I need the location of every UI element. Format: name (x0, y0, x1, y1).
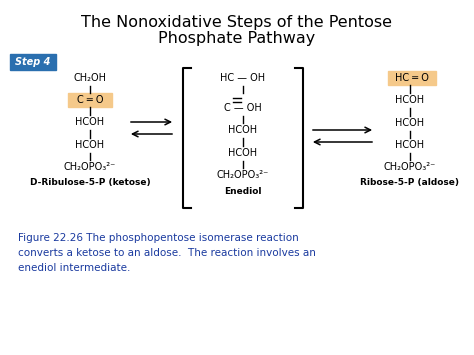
Bar (10, 54, 56, 70)
Text: C — OH: C — OH (224, 103, 262, 113)
Text: HCOH: HCOH (395, 95, 425, 105)
Text: C ═ O: C ═ O (77, 95, 103, 105)
Text: Phosphate Pathway: Phosphate Pathway (158, 31, 316, 46)
Text: Step 4: Step 4 (15, 57, 51, 67)
Text: CH₂OPO₃²⁻: CH₂OPO₃²⁻ (384, 162, 436, 172)
Text: HCOH: HCOH (75, 140, 105, 150)
Text: CH₂OPO₃²⁻: CH₂OPO₃²⁻ (64, 162, 116, 172)
Bar (388, 71, 436, 85)
Text: HCOH: HCOH (395, 118, 425, 128)
Text: HCOH: HCOH (395, 140, 425, 150)
Text: D-Ribulose-5-P (ketose): D-Ribulose-5-P (ketose) (30, 179, 150, 187)
Text: CH₂OPO₃²⁻: CH₂OPO₃²⁻ (217, 170, 269, 180)
Text: HCOH: HCOH (75, 117, 105, 127)
Text: CH₂OH: CH₂OH (73, 73, 107, 83)
Text: Enediol: Enediol (224, 186, 262, 196)
Text: Figure 22.26 The phosphopentose isomerase reaction
converts a ketose to an aldos: Figure 22.26 The phosphopentose isomeras… (18, 233, 316, 273)
Text: HC — OH: HC — OH (220, 73, 265, 83)
Text: Ribose-5-P (aldose): Ribose-5-P (aldose) (361, 179, 459, 187)
Text: HCOH: HCOH (228, 148, 257, 158)
Text: The Nonoxidative Steps of the Pentose: The Nonoxidative Steps of the Pentose (82, 15, 392, 30)
Text: HCOH: HCOH (228, 125, 257, 135)
Bar (68, 93, 112, 107)
Text: HC ═ O: HC ═ O (395, 73, 429, 83)
